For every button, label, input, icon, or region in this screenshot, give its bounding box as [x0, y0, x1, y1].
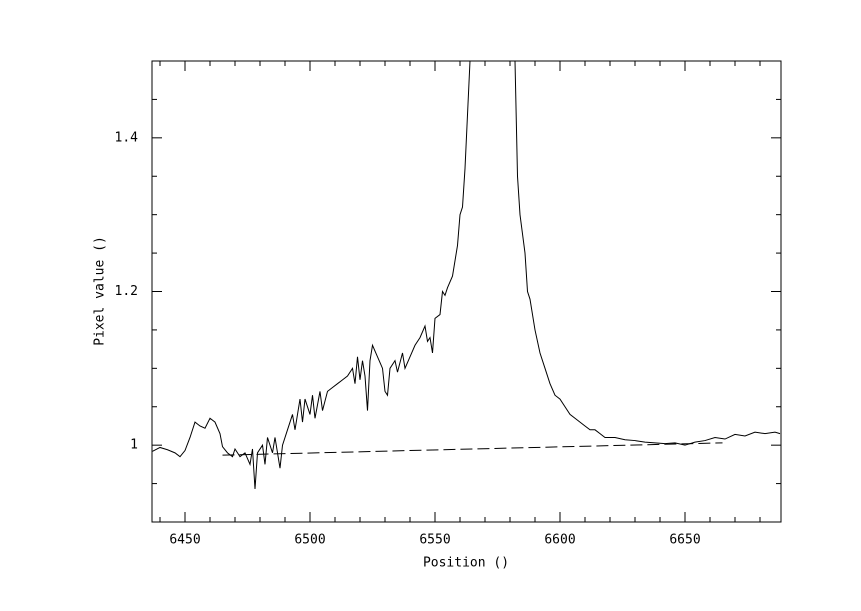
y-axis-label: Pixel value () [93, 236, 108, 346]
x-tick-label: 6600 [544, 533, 575, 548]
x-tick-label: 6650 [669, 533, 700, 548]
plot-area [152, 61, 781, 489]
y-tick-label: 1.2 [115, 284, 138, 299]
x-axis-label: Position () [423, 556, 509, 571]
spectrum-line [152, 61, 781, 489]
continuum-line [222, 442, 723, 456]
x-tick-label: 6450 [169, 533, 200, 548]
x-tick-label: 6500 [294, 533, 325, 548]
y-tick-label: 1.4 [115, 130, 139, 145]
y-tick-label: 1 [130, 438, 138, 453]
x-tick-label: 6550 [419, 533, 450, 548]
